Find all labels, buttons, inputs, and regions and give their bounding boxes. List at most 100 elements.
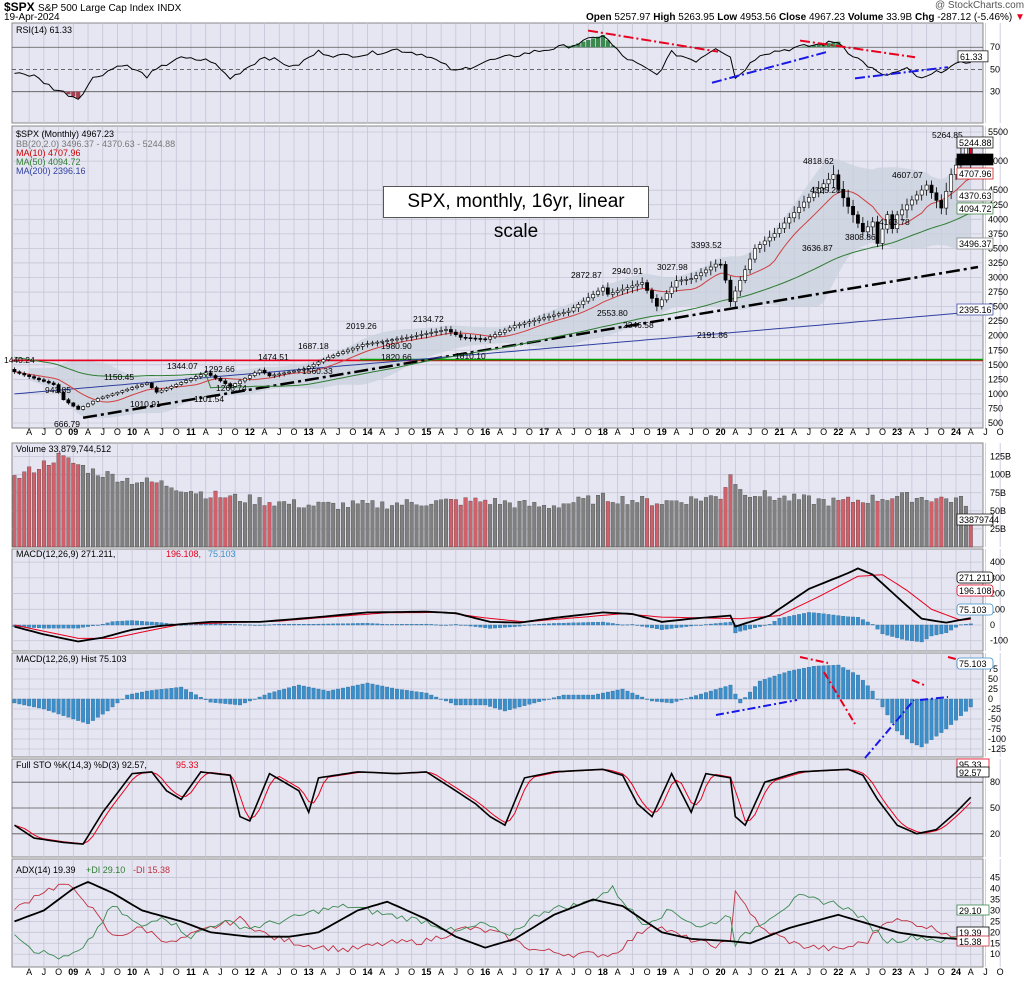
- hist-bar: [855, 674, 860, 700]
- hist-bar: [419, 692, 424, 700]
- candle-body: [846, 197, 851, 207]
- macd-y-tick: 100: [990, 604, 1005, 614]
- x-tick-label: 15: [421, 427, 431, 437]
- candle-body: [723, 264, 728, 281]
- price-label: 2134.72: [413, 314, 444, 324]
- x-tick-label: 12: [245, 967, 255, 977]
- price-tag-box: [956, 202, 994, 215]
- hist-bar: [193, 694, 198, 700]
- hist-bar: [267, 692, 272, 700]
- adx-y-tick: 15: [990, 938, 1000, 948]
- macd-hist-bar: [757, 624, 762, 627]
- volume-bar: [149, 481, 154, 548]
- x-tick-label: O: [173, 967, 180, 977]
- macd-hist-bar: [512, 624, 517, 627]
- panel-hist: [11, 652, 984, 758]
- volume-bar: [90, 468, 95, 548]
- candle-body: [238, 380, 242, 384]
- hist-bar: [488, 698, 493, 707]
- macd-hist-bar: [537, 624, 542, 626]
- candle-body: [198, 374, 203, 377]
- macd-hist-bar: [350, 623, 355, 626]
- hist-bar: [806, 667, 811, 700]
- macd-hist-bar: [316, 623, 321, 626]
- candle-body: [243, 377, 247, 382]
- volume-bar: [502, 500, 507, 548]
- price-y-tick: 1250: [988, 374, 1008, 384]
- macd-hist-bar: [296, 624, 301, 626]
- rsi-divergence-blue-2: [854, 66, 949, 80]
- hist-bar: [664, 698, 669, 703]
- hist-bar: [890, 698, 895, 724]
- candle-body: [527, 321, 532, 324]
- price-label: 1292.66: [204, 364, 235, 374]
- x-tick-label: A: [909, 967, 915, 977]
- macd-hist-bar: [238, 624, 242, 626]
- x-tick-label: 11: [186, 967, 196, 977]
- hist-bar: [424, 692, 429, 700]
- panel-macd: [11, 548, 984, 652]
- candle-body: [130, 387, 135, 390]
- candle-body: [645, 282, 649, 291]
- x-tick-label: O: [114, 427, 121, 437]
- macd-hist-bar: [542, 623, 547, 626]
- x-tick-label: A: [85, 967, 91, 977]
- panel-rsi: [11, 22, 984, 124]
- adx-tag: 29.10: [959, 906, 982, 916]
- volume-bar: [855, 499, 860, 548]
- volume-bar: [27, 466, 32, 548]
- macd-line: [14, 567, 971, 643]
- hist-bar: [41, 698, 46, 710]
- adx-y-tick: 20: [990, 927, 1000, 937]
- chart-symbol: $SPX S&P 500 Large Cap Index INDX: [4, 0, 181, 14]
- macd-hist-bar: [287, 624, 292, 626]
- macd-hist-bar: [71, 624, 76, 629]
- price-tag-box: [956, 167, 994, 180]
- candle-body: [409, 336, 414, 338]
- volume-bar: [586, 495, 591, 548]
- candle-body: [429, 332, 434, 334]
- candle-body: [144, 382, 149, 385]
- candle-body: [46, 381, 51, 384]
- candle-body: [708, 266, 713, 271]
- hist-bar: [184, 689, 189, 700]
- macd-hist-bar: [444, 624, 448, 626]
- x-tick-label: J: [512, 967, 517, 977]
- macd-hist-bar: [154, 622, 159, 626]
- macd-hist-bar: [61, 624, 66, 629]
- volume-bar: [76, 464, 81, 548]
- candle-body: [311, 364, 316, 368]
- candle-body: [267, 372, 272, 377]
- macd-hist-bar: [301, 624, 306, 626]
- macd-hist-bar: [360, 623, 365, 626]
- volume-bar: [650, 505, 654, 548]
- x-tick-label: A: [320, 427, 326, 437]
- volume-bar: [679, 502, 684, 548]
- volume-bar: [806, 495, 811, 548]
- macd-hist-bar: [767, 624, 772, 626]
- candle-body: [615, 290, 620, 293]
- macd-hist-bar: [841, 616, 846, 626]
- hist-legend: MACD(12,26,9) Hist 75.103: [16, 654, 127, 664]
- macd-hist-bar: [414, 624, 419, 626]
- candle-body: [939, 200, 944, 209]
- hist-bar: [434, 696, 439, 700]
- price-tag: 4370.63: [959, 191, 992, 201]
- macd-hist-bar: [149, 621, 154, 626]
- price-y-tick: 750: [988, 403, 1003, 413]
- volume-bar: [385, 508, 390, 548]
- macd-hist-bar: [664, 624, 669, 630]
- close-value: 4967.23: [808, 12, 846, 23]
- x-tick-label: 11: [186, 427, 196, 437]
- volume-bar: [493, 498, 497, 548]
- hist-y-tick: 75: [988, 664, 998, 674]
- macd-hist-bar: [753, 624, 757, 628]
- x-tick-label: O: [467, 967, 474, 977]
- hist-bar: [355, 684, 360, 700]
- candle-body: [149, 382, 154, 388]
- price-legend-ma10: MA(10) 4707.96: [16, 148, 81, 158]
- hist-bar: [610, 690, 615, 700]
- candle-body: [100, 396, 105, 399]
- hist-bar: [767, 677, 772, 700]
- macd-hist-bar: [130, 620, 135, 626]
